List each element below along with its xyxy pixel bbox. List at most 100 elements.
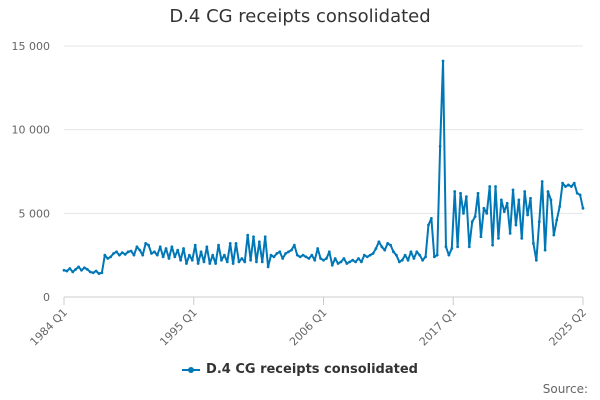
- data-point[interactable]: [260, 260, 264, 264]
- data-point[interactable]: [327, 250, 331, 254]
- data-point[interactable]: [187, 253, 191, 257]
- data-point[interactable]: [380, 245, 384, 249]
- data-point[interactable]: [494, 185, 497, 188]
- data-point[interactable]: [301, 253, 305, 257]
- data-point[interactable]: [158, 245, 162, 249]
- data-point[interactable]: [558, 205, 562, 209]
- data-point[interactable]: [505, 201, 509, 205]
- data-point[interactable]: [567, 183, 570, 187]
- data-point[interactable]: [362, 253, 366, 257]
- data-point[interactable]: [394, 253, 398, 257]
- data-point[interactable]: [523, 190, 527, 193]
- data-point[interactable]: [333, 257, 337, 260]
- data-point[interactable]: [237, 260, 241, 264]
- data-point[interactable]: [290, 248, 293, 252]
- data-point[interactable]: [569, 185, 573, 188]
- data-point[interactable]: [208, 262, 212, 265]
- data-point[interactable]: [269, 253, 273, 257]
- data-point[interactable]: [91, 271, 95, 275]
- data-point[interactable]: [147, 243, 150, 247]
- data-point[interactable]: [415, 250, 419, 254]
- data-point[interactable]: [432, 255, 436, 259]
- data-point[interactable]: [497, 237, 500, 240]
- data-point[interactable]: [351, 258, 355, 262]
- data-point[interactable]: [316, 247, 320, 250]
- data-point[interactable]: [263, 235, 267, 239]
- data-point[interactable]: [450, 247, 454, 250]
- data-point[interactable]: [392, 250, 395, 254]
- data-point[interactable]: [511, 188, 515, 192]
- data-point[interactable]: [409, 250, 413, 254]
- data-point[interactable]: [354, 260, 357, 264]
- data-point[interactable]: [103, 253, 107, 257]
- data-point[interactable]: [520, 237, 524, 240]
- data-point[interactable]: [80, 268, 83, 272]
- data-point[interactable]: [275, 252, 279, 255]
- data-point[interactable]: [444, 245, 448, 249]
- data-point[interactable]: [368, 253, 372, 257]
- data-point[interactable]: [173, 255, 177, 259]
- data-point[interactable]: [129, 249, 133, 253]
- data-point[interactable]: [357, 257, 360, 260]
- data-point[interactable]: [220, 258, 223, 262]
- data-point[interactable]: [319, 257, 322, 260]
- data-point[interactable]: [514, 223, 518, 227]
- data-point[interactable]: [150, 252, 153, 255]
- data-point[interactable]: [485, 211, 489, 215]
- data-point[interactable]: [281, 257, 285, 260]
- credits[interactable]: Source:: [542, 382, 588, 396]
- data-point[interactable]: [397, 260, 401, 264]
- legend[interactable]: D.4 CG receipts consolidated: [0, 362, 600, 379]
- data-point[interactable]: [295, 253, 299, 257]
- data-point[interactable]: [330, 263, 334, 267]
- data-point[interactable]: [435, 253, 439, 257]
- data-point[interactable]: [243, 260, 247, 264]
- data-point[interactable]: [161, 255, 165, 259]
- data-point[interactable]: [120, 251, 124, 255]
- data-point[interactable]: [62, 268, 66, 272]
- data-point[interactable]: [112, 252, 115, 255]
- data-point[interactable]: [74, 267, 78, 271]
- data-point[interactable]: [336, 262, 340, 265]
- data-point[interactable]: [389, 243, 392, 247]
- data-point[interactable]: [537, 220, 541, 224]
- data-point[interactable]: [68, 267, 72, 270]
- data-point[interactable]: [581, 206, 585, 210]
- data-point[interactable]: [211, 253, 215, 257]
- data-point[interactable]: [421, 258, 425, 262]
- data-point[interactable]: [287, 250, 290, 254]
- data-point[interactable]: [313, 258, 317, 262]
- data-point[interactable]: [83, 266, 86, 270]
- data-point[interactable]: [386, 242, 390, 245]
- data-point[interactable]: [476, 191, 480, 195]
- data-point[interactable]: [65, 269, 69, 273]
- data-point[interactable]: [348, 260, 352, 264]
- data-point[interactable]: [342, 257, 346, 260]
- data-point[interactable]: [152, 250, 156, 254]
- data-point[interactable]: [555, 218, 559, 222]
- data-point[interactable]: [325, 257, 328, 260]
- data-point[interactable]: [418, 253, 422, 257]
- data-point[interactable]: [345, 262, 349, 265]
- data-point[interactable]: [249, 258, 253, 262]
- data-point[interactable]: [298, 255, 302, 259]
- data-point[interactable]: [459, 191, 462, 195]
- data-point[interactable]: [462, 211, 465, 215]
- data-point[interactable]: [412, 257, 416, 260]
- data-point[interactable]: [179, 258, 183, 262]
- data-point[interactable]: [97, 272, 101, 275]
- data-point[interactable]: [193, 243, 197, 247]
- data-point[interactable]: [109, 255, 113, 259]
- data-point[interactable]: [438, 145, 442, 148]
- data-point[interactable]: [365, 255, 369, 259]
- data-point[interactable]: [540, 180, 544, 183]
- data-point[interactable]: [456, 245, 460, 249]
- data-point[interactable]: [552, 233, 556, 237]
- data-point[interactable]: [255, 260, 258, 264]
- data-point[interactable]: [482, 206, 486, 210]
- data-point[interactable]: [190, 258, 194, 262]
- data-point[interactable]: [499, 198, 503, 202]
- data-point[interactable]: [549, 198, 553, 202]
- data-point[interactable]: [225, 260, 229, 264]
- data-point[interactable]: [508, 232, 512, 235]
